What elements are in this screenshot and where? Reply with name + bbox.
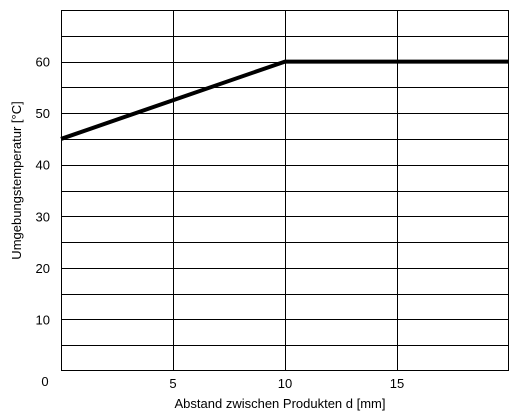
x-axis-ticks: 0 5 10 15 (41, 374, 404, 391)
y-axis-label: Umgebungstemperatur [°C] (9, 101, 24, 259)
x-axis-label: Abstand zwischen Produkten d [mm] (175, 396, 386, 411)
y-tick-label: 20 (36, 261, 50, 276)
grid (61, 10, 509, 371)
series-layer (60, 59, 509, 141)
x-tick-label: 10 (278, 376, 292, 391)
x-tick-label: 15 (390, 376, 404, 391)
y-tick-label: 60 (36, 55, 50, 70)
y-tick-label: 30 (36, 209, 50, 224)
y-axis-ticks: 10 20 30 40 50 60 (36, 55, 50, 328)
y-tick-label: 40 (36, 158, 50, 173)
y-tick-label: 10 (36, 312, 50, 327)
y-tick-label: 50 (36, 106, 50, 121)
series-line (60, 59, 509, 141)
x-tick-label: 0 (41, 374, 48, 389)
x-tick-label: 5 (169, 376, 176, 391)
